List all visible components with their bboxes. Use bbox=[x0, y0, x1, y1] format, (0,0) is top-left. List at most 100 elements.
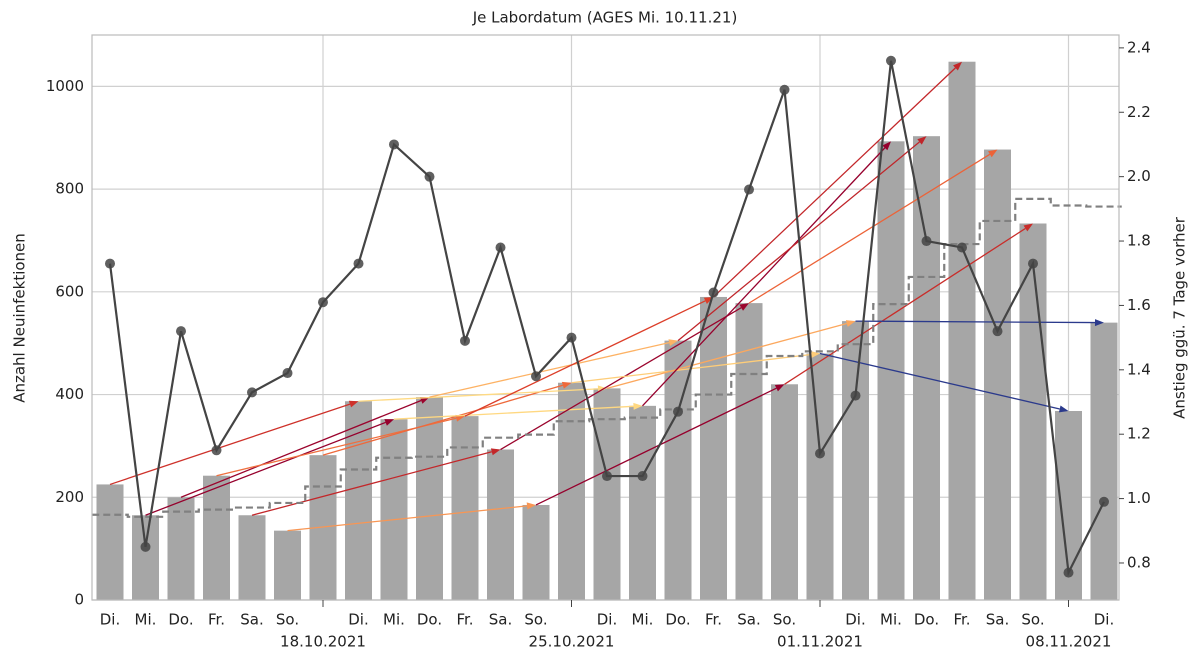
x-tick-label: So. bbox=[276, 611, 299, 629]
trend-arrow bbox=[855, 319, 1104, 327]
arrow-part bbox=[606, 322, 847, 390]
arrow-part bbox=[180, 399, 422, 498]
arrow-part bbox=[774, 384, 785, 392]
trend-arrow bbox=[784, 223, 1033, 385]
bar bbox=[345, 401, 372, 600]
arrow-part bbox=[348, 400, 359, 408]
ratio-point bbox=[1099, 496, 1109, 507]
ratio-point bbox=[886, 55, 896, 66]
arrow-part bbox=[561, 381, 572, 389]
trend-arrow bbox=[429, 339, 678, 398]
x-tick-label: Mi. bbox=[632, 611, 654, 629]
arrow-part bbox=[988, 149, 998, 158]
bar bbox=[451, 416, 479, 600]
arrow-part bbox=[882, 141, 891, 151]
arrow-part bbox=[419, 397, 430, 404]
x-tick-label: So. bbox=[524, 611, 547, 629]
trend-arrow bbox=[145, 419, 394, 516]
trend-arrow bbox=[535, 384, 785, 506]
arrow-part bbox=[384, 419, 394, 426]
ratio-point bbox=[495, 242, 506, 253]
x-tick-label: Do. bbox=[168, 611, 193, 629]
bar bbox=[487, 449, 514, 600]
ratio-point bbox=[140, 541, 151, 552]
y2-tick-label: 1.2 bbox=[1127, 425, 1151, 443]
x-tick-label: Mi. bbox=[135, 611, 157, 629]
x-tick-label: 25.10.2021 bbox=[529, 633, 615, 651]
bar bbox=[203, 475, 230, 600]
arrow-part bbox=[429, 341, 670, 398]
y2-tick-label: 1.8 bbox=[1127, 232, 1151, 250]
trend-arrow bbox=[180, 397, 430, 498]
arrow-part bbox=[855, 320, 1096, 324]
trend-arrow bbox=[713, 61, 962, 298]
bar bbox=[238, 515, 266, 600]
trend-arrow bbox=[287, 502, 536, 532]
arrow-part bbox=[251, 451, 492, 516]
bar bbox=[629, 405, 656, 600]
y-tick-label: 200 bbox=[55, 488, 84, 506]
plot-frame bbox=[91, 34, 1120, 601]
bar bbox=[380, 419, 408, 600]
ratio-point bbox=[424, 171, 435, 182]
x-tick-label: So. bbox=[1021, 611, 1044, 629]
arrow-part bbox=[642, 147, 886, 407]
x-tick-label: Fr. bbox=[208, 611, 225, 629]
y-tick-label: 400 bbox=[55, 385, 84, 403]
ratio-point bbox=[1028, 258, 1038, 269]
y-axis-label: Anzahl Neuinfektionen bbox=[11, 233, 29, 403]
x-tick-label: Di. bbox=[845, 611, 866, 629]
x-tick-label: Fr. bbox=[953, 611, 970, 629]
y-tick-label: 0 bbox=[74, 591, 84, 609]
x-tick-label: Do. bbox=[665, 611, 690, 629]
x-tick-label: Sa. bbox=[737, 611, 760, 629]
ratio-point bbox=[211, 445, 222, 456]
ratio-point bbox=[566, 332, 577, 343]
arrow-part bbox=[109, 403, 351, 486]
arrow-part bbox=[713, 67, 956, 298]
x-tick-label: Sa. bbox=[489, 611, 512, 629]
arrow-part bbox=[668, 339, 678, 347]
arrow-part bbox=[464, 300, 706, 417]
x-tick-label: Mi. bbox=[880, 611, 902, 629]
ratio-point bbox=[531, 371, 541, 382]
x-tick-label: 08.11.2021 bbox=[1026, 633, 1112, 651]
arrow-part bbox=[526, 502, 536, 510]
ratio-point bbox=[708, 287, 719, 298]
bar bbox=[842, 321, 869, 600]
bar bbox=[274, 530, 301, 600]
trend-arrow bbox=[748, 149, 998, 304]
arrow-part bbox=[1023, 223, 1033, 232]
ratio-point bbox=[779, 84, 790, 95]
arrow-part bbox=[845, 320, 856, 327]
ratio-point bbox=[318, 297, 328, 308]
arrow-part bbox=[1094, 319, 1104, 327]
bar bbox=[877, 141, 905, 600]
y2-tick-label: 2.0 bbox=[1127, 167, 1151, 185]
y-tick-label: 1000 bbox=[46, 77, 84, 95]
ratio-point bbox=[744, 184, 754, 195]
bar bbox=[1019, 223, 1047, 600]
y-tick-label: 800 bbox=[55, 180, 84, 198]
arrow-part bbox=[490, 448, 501, 456]
trend-arrow bbox=[251, 448, 501, 516]
bar bbox=[416, 397, 443, 600]
y2-tick-label: 2.4 bbox=[1127, 38, 1151, 56]
y2-axis-label: Anstieg ggü. 7 Tage vorher bbox=[1171, 216, 1189, 419]
arrow-part bbox=[739, 303, 749, 311]
ratio-point bbox=[1063, 567, 1074, 578]
x-tick-label: So. bbox=[773, 611, 796, 629]
bar bbox=[984, 149, 1011, 601]
y2-tick-label: 2.2 bbox=[1127, 103, 1151, 121]
ratio-point bbox=[602, 471, 612, 482]
step-line bbox=[92, 197, 1122, 518]
x-tick-label: Mi. bbox=[383, 611, 405, 629]
bar bbox=[948, 61, 976, 600]
trend-arrow bbox=[109, 400, 359, 486]
chart-title: Je Labordatum (AGES Mi. 10.11.21) bbox=[472, 9, 738, 27]
bar bbox=[96, 484, 124, 600]
ratio-point bbox=[105, 258, 115, 269]
bar bbox=[593, 388, 621, 600]
trend-arrow bbox=[322, 381, 572, 456]
ratio-point bbox=[815, 448, 825, 459]
